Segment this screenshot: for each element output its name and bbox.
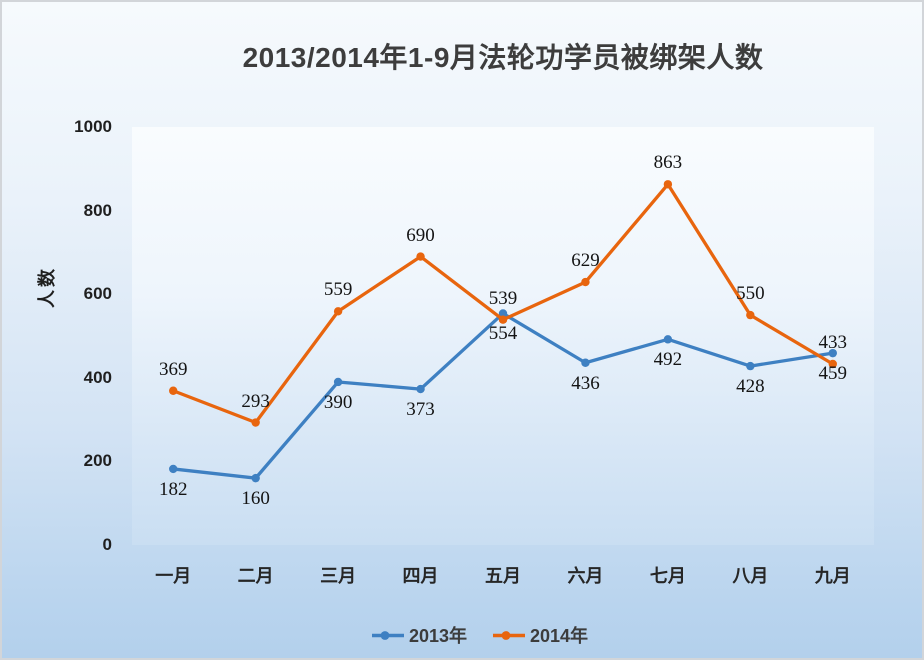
chart-legend: 2013年 2014年: [2, 622, 922, 648]
x-tick-label: 二月: [237, 566, 274, 586]
y-tick-label: 600: [83, 284, 112, 304]
data-point-marker: [581, 277, 590, 287]
legend-line-marker-icon: [371, 630, 404, 640]
data-point-marker: [828, 348, 837, 358]
data-point-marker: [746, 361, 755, 371]
x-tick-label: 七月: [649, 566, 686, 586]
data-point-marker: [416, 384, 425, 394]
data-point-marker: [581, 358, 590, 367]
data-label: 459: [818, 363, 848, 385]
data-point-marker: [498, 309, 508, 318]
data-label: 160: [241, 488, 270, 510]
data-label: 369: [158, 358, 188, 380]
data-label: 433: [818, 332, 848, 353]
data-point-marker: [498, 315, 508, 324]
data-label: 554: [488, 323, 518, 345]
data-point-marker: [416, 252, 425, 261]
x-tick-label: 三月: [320, 566, 357, 586]
data-point-marker: [333, 307, 343, 316]
data-label: 559: [323, 279, 353, 301]
data-point-marker: [663, 180, 673, 189]
y-tick-label: 0: [102, 535, 112, 554]
y-tick-label: 200: [83, 451, 112, 471]
x-tick-label: 八月: [732, 566, 769, 586]
data-point-marker: [169, 386, 178, 395]
data-point-marker: [251, 418, 260, 427]
data-point-marker: [746, 310, 755, 320]
data-label: 550: [736, 283, 765, 305]
chart-title: 2013/2014年1-9月法轮功学员被绑架人数: [242, 42, 764, 73]
data-label: 428: [736, 376, 765, 398]
legend-label: 2013年: [408, 626, 467, 646]
x-tick-label: 四月: [402, 566, 439, 586]
legend-item-2014年: 2014年: [493, 622, 588, 648]
data-point-marker: [333, 377, 343, 387]
data-label: 492: [653, 349, 683, 371]
data-point-marker: [828, 359, 837, 369]
data-point-marker: [169, 464, 178, 474]
y-tick-label: 1000: [74, 117, 112, 136]
data-label: 629: [571, 250, 600, 272]
data-label: 293: [241, 390, 270, 412]
legend-item-2013年: 2013年: [371, 622, 467, 648]
data-label: 373: [406, 399, 435, 421]
data-label: 539: [488, 287, 518, 309]
data-point-marker: [663, 335, 673, 344]
legend-label: 2014年: [530, 626, 589, 646]
data-label: 863: [653, 152, 683, 174]
data-label: 390: [323, 391, 353, 413]
y-tick-label: 400: [83, 367, 112, 387]
x-tick-label: 六月: [567, 566, 604, 586]
x-tick-label: 九月: [814, 566, 851, 586]
x-tick-label: 五月: [485, 566, 521, 586]
x-tick-label: 一月: [155, 566, 192, 586]
data-label: 182: [158, 478, 188, 500]
y-tick-label: 800: [83, 200, 112, 220]
legend-line-marker-icon: [493, 630, 525, 640]
data-point-marker: [251, 473, 260, 483]
data-label: 436: [571, 372, 600, 394]
data-label: 690: [406, 224, 435, 246]
